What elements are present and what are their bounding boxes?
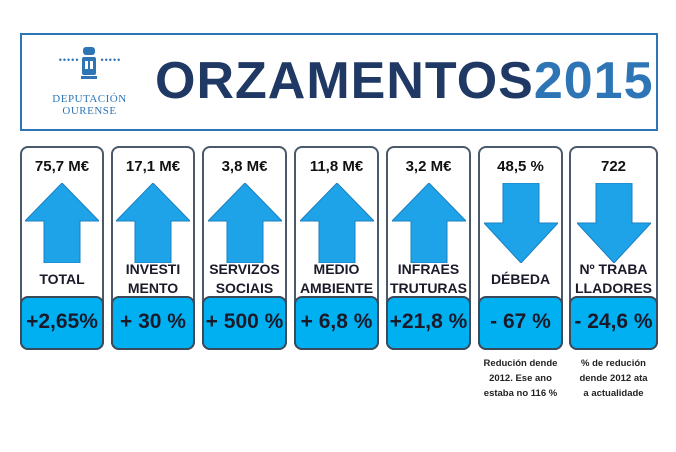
arrow-up-icon (25, 183, 99, 263)
stat-card: 11,8 M€ MEDIO AMBIENTE + 6,8 % (294, 146, 379, 350)
card-value: 11,8 M€ (309, 158, 364, 175)
card-note: % de redución dende 2012 ata a actualidade (564, 356, 664, 401)
note-line: 2012. Ese ano (489, 373, 552, 384)
card-label-line: MEDIO (313, 261, 360, 277)
card-label-line: SOCIAIS (215, 280, 274, 296)
card-label-line: TRUTURAS (390, 280, 467, 296)
card-note: Redución dende 2012. Ese ano estaba no 116… (471, 356, 571, 401)
card-label-line: INVESTI (125, 261, 181, 277)
stat-card: 48,5 % DÉBEDA - 67 % (478, 146, 563, 350)
stat-card: 3,2 M€ INFRAES TRUTURAS +21,8 % (386, 146, 471, 350)
note-line: % de redución (581, 358, 646, 369)
card-value: 75,7 M€ (34, 158, 90, 175)
card-label: INVESTI MENTO (113, 260, 193, 298)
card-label: MEDIO AMBIENTE (296, 260, 377, 298)
card-label: DÉBEDA (480, 270, 561, 289)
arrow-down-icon (576, 183, 651, 263)
card-label-line: INFRAES (397, 261, 460, 277)
card-label-line: TOTAL (39, 271, 85, 287)
card-value: 3,2 M€ (405, 158, 452, 175)
arrow-down-icon (483, 183, 558, 263)
logo-line1: DEPUTACIÓN (52, 93, 127, 105)
crest-icon (81, 47, 97, 79)
card-change: +21,8 % (386, 296, 471, 350)
arrow-up-icon (207, 183, 282, 263)
card-value: 722 (600, 158, 627, 175)
note-line: Redución dende (483, 358, 558, 369)
note-line: dende 2012 ata (579, 373, 648, 384)
card-label-line: SERVIZOS (209, 261, 280, 277)
card-label: SERVIZOS SOCIAIS (204, 260, 285, 298)
arrow-up-icon (299, 183, 374, 263)
card-label-line: DÉBEDA (490, 271, 551, 287)
stat-card: 17,1 M€ INVESTI MENTO + 30 % (111, 146, 195, 350)
arrow-up-icon (391, 183, 466, 263)
card-label-line: LLADORES (575, 280, 652, 296)
arrow-up-icon (116, 183, 190, 263)
card-label: TOTAL (22, 270, 102, 289)
card-value: 17,1 M€ (125, 158, 181, 175)
title-main: ORZAMENTOS (155, 52, 534, 110)
card-change: - 24,6 % (569, 296, 658, 350)
note-line: a actualidade (583, 388, 644, 399)
card-change: + 6,8 % (294, 296, 379, 350)
card-change: - 67 % (478, 296, 563, 350)
page-title: ORZAMENTOS2015 (155, 51, 654, 111)
stat-card: 3,8 M€ SERVIZOS SOCIAIS + 500 % (202, 146, 287, 350)
stat-card: 75,7 M€ TOTAL +2,65% (20, 146, 104, 350)
card-change: +2,65% (20, 296, 104, 350)
card-label-line: MENTO (127, 280, 179, 296)
card-label-line: Nº TRABA (579, 261, 648, 277)
card-label-line: AMBIENTE (299, 280, 374, 296)
header-banner: ••••• ••••• DEPUTACIÓN OURENSE ORZAMENTOS… (20, 33, 658, 131)
logo-line2: OURENSE (62, 105, 117, 117)
card-value: 3,8 M€ (221, 158, 268, 175)
card-change: + 500 % (202, 296, 287, 350)
card-label: Nº TRABA LLADORES (571, 260, 656, 298)
card-change: + 30 % (111, 296, 195, 350)
card-label: INFRAES TRUTURAS (388, 260, 469, 298)
card-value: 48,5 % (497, 158, 544, 175)
stat-card: 722 Nº TRABA LLADORES - 24,6 % (569, 146, 658, 350)
deputacion-logo: ••••• ••••• DEPUTACIÓN OURENSE (42, 45, 137, 121)
title-year: 2015 (533, 52, 654, 110)
note-line: estaba no 116 % (483, 388, 558, 399)
